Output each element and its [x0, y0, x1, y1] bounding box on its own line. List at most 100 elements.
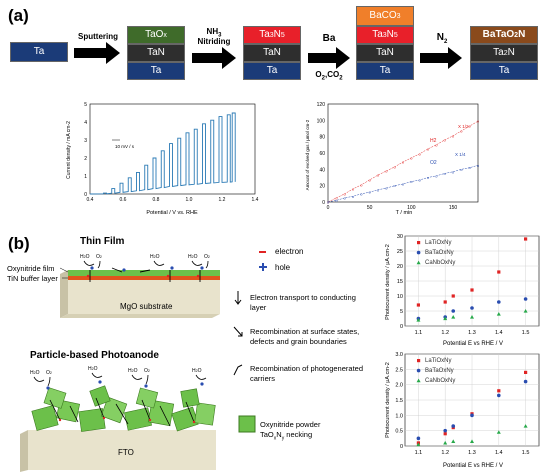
pc2-ytick: 1.5	[395, 398, 403, 404]
arrow2-label-nitriding: Nitriding	[197, 37, 231, 46]
pc1-ytick: 10	[397, 294, 403, 300]
stack2-tan-layer: TaN	[127, 44, 185, 62]
cd-ylabel: Current density / mA cm-2	[66, 121, 72, 179]
gas-ytick: 120	[317, 102, 326, 108]
stack4-ta3n5-layer: Ta 3 N 5	[356, 26, 414, 44]
stack2-ta-layer: Ta	[127, 62, 185, 80]
gas-point: o	[460, 128, 463, 133]
desc-recombination-surface-2: defects and grain boundaries	[250, 337, 347, 346]
gas-point: o	[435, 173, 438, 178]
stack4-baco3-layer: BaCO 3	[356, 6, 414, 26]
pc1-ytick: 5	[400, 309, 403, 315]
cd-xtick: 0.6	[120, 197, 127, 203]
pc2-point-canbo	[416, 442, 421, 447]
pc1-point-batao	[497, 300, 501, 304]
oxynitride-film-label: Oxynitride film	[7, 264, 55, 273]
pc1-xtick: 1.5	[522, 330, 530, 336]
arrow3-label-ba: Ba	[322, 33, 336, 44]
gas-ytick: 20	[319, 184, 325, 190]
pc2-ytick: 1.0	[395, 413, 403, 419]
gas-point: o	[427, 146, 430, 151]
pc2-point-canbo	[496, 430, 501, 434]
pc2-point-latio	[497, 389, 501, 393]
gas-ytick: 40	[319, 167, 325, 173]
pc2-ytick: 0.5	[395, 429, 403, 435]
hole-legend-icon	[259, 263, 267, 271]
electron-legend-icon	[259, 251, 266, 253]
pc1-legend-marker	[417, 241, 421, 245]
gas-point: o	[444, 171, 447, 176]
gas-ylabel: Amount of evolved gas / µmol cm-2	[305, 119, 310, 190]
cd-xtick: 0.8	[153, 197, 160, 203]
desc-electron-transport-1: Electron transport to conducting	[250, 293, 356, 302]
arrow4	[420, 47, 462, 69]
pc2-point-batao	[470, 413, 474, 418]
gas-point: o	[335, 195, 338, 200]
svg-text:H2O: H2O	[150, 254, 160, 260]
gas-h2-label: H2	[430, 138, 437, 144]
gas-point: o	[385, 168, 388, 173]
particle-title: Particle-based Photoanode	[30, 350, 159, 361]
svg-text:O2: O2	[96, 254, 102, 260]
arrow1	[74, 42, 120, 64]
gas-series-line	[327, 120, 479, 203]
pc2-point-batao	[451, 424, 456, 428]
gas-point: o	[344, 191, 347, 196]
pc1-xtick: 1.3	[468, 330, 476, 336]
gas-ytick: 80	[319, 135, 325, 141]
pc1-point-canbo	[443, 316, 448, 321]
gas-point: o	[419, 177, 422, 182]
pc2-point-batao	[443, 428, 447, 433]
gas-point: o	[369, 177, 372, 182]
pc2-point-canbo	[470, 439, 474, 443]
pc1-point-batao	[451, 309, 456, 313]
pc1-point-canbo	[523, 309, 528, 313]
gas-point: o	[360, 191, 363, 196]
substrate-label: MgO substrate	[120, 302, 173, 311]
gas-h2-ratio: X 1/2	[458, 124, 469, 129]
pc1-point-latio	[443, 300, 447, 304]
pc2-legend-marker	[417, 359, 421, 363]
arrow2	[192, 47, 236, 69]
cd-xlabel: Potential / V vs. RHE	[146, 210, 198, 216]
arrow3-label-o2co2: O2,CO2	[315, 70, 343, 82]
pc2-point-canbo	[443, 440, 448, 445]
gas-ytick: 100	[317, 118, 326, 124]
fto-label: FTO	[118, 448, 134, 457]
cd-ytick: 2	[84, 156, 87, 162]
pc1-xlabel: Potential E vs RHE / V	[443, 341, 503, 347]
pc2-xtick: 1.3	[468, 450, 476, 456]
arrow1-label: Sputtering	[78, 32, 118, 41]
stack3-ta3n5-layer: Ta 3 N 5	[243, 26, 301, 44]
stack1-ta-layer: Ta	[10, 42, 68, 62]
gas-point: o	[477, 119, 480, 124]
cd-ytick: 1	[84, 174, 87, 180]
pc1-legend-label: LaTiOxNy	[425, 240, 451, 246]
pc1-ytick: 30	[397, 234, 403, 240]
arrow3	[308, 47, 350, 69]
pc1-xtick: 1.4	[495, 330, 503, 336]
gas-point: o	[410, 179, 413, 184]
svg-text:O2: O2	[204, 254, 210, 260]
pc1-point-latio	[451, 294, 455, 298]
svg-text:H2O: H2O	[88, 366, 98, 372]
gas-point: o	[410, 155, 413, 160]
gas-point: o	[394, 183, 397, 188]
gas-xtick: 0	[327, 205, 330, 211]
cd-xtick: 0.4	[87, 197, 94, 203]
pc1-legend-label: CaNbOxNy	[425, 260, 455, 266]
gas-point: o	[402, 159, 405, 164]
pc1-point-batao	[470, 306, 474, 310]
gas-point: o	[435, 142, 438, 147]
down-arrow-icon	[234, 291, 242, 305]
pc2-point-canbo	[523, 424, 528, 428]
gas-point: o	[352, 186, 355, 191]
arrow2-label-nh3: NH3	[206, 27, 222, 39]
pc2-ytick: 3.0	[395, 352, 403, 358]
electron-legend-label: electron	[275, 247, 304, 256]
stack3-ta-layer: Ta	[243, 62, 301, 80]
pc1-xtick: 1.1	[415, 330, 423, 336]
gas-point: o	[327, 200, 330, 205]
stack4-ta-layer: Ta	[356, 62, 414, 80]
